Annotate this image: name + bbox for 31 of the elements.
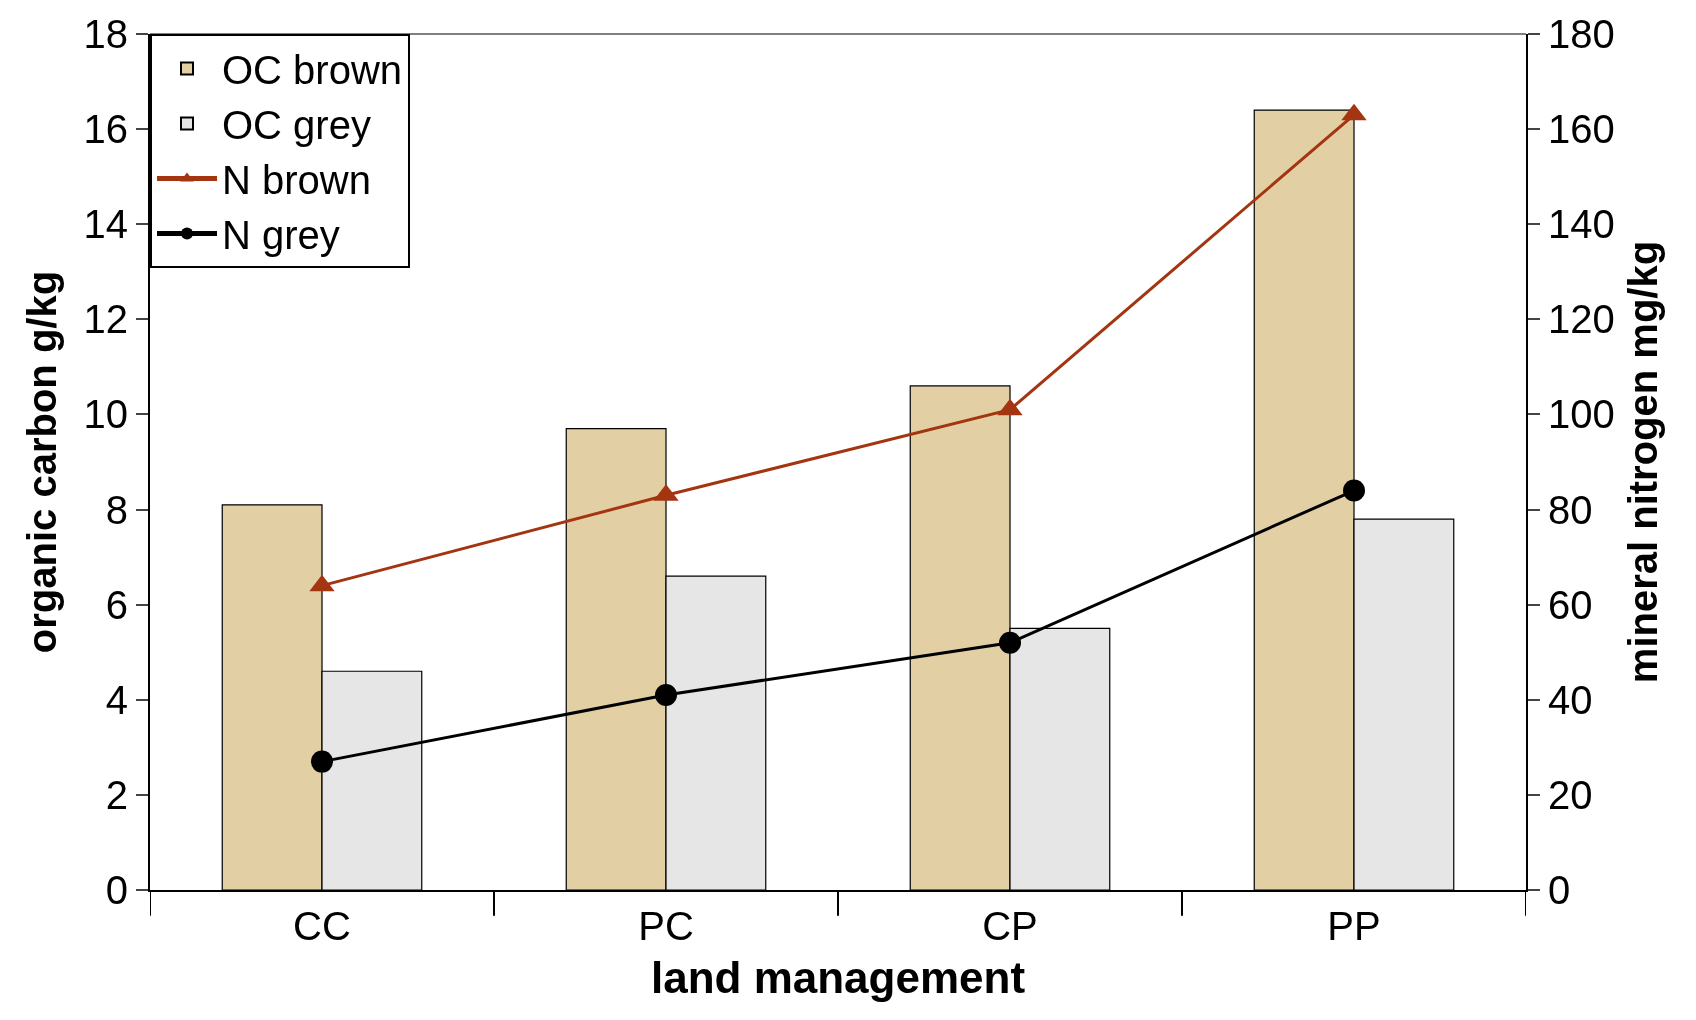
x-axis-title: land management [650,952,1026,1002]
y2-tick-label: 160 [1548,107,1615,152]
y2-tick-label: 0 [1548,868,1571,912]
y-tick-label: 2 [105,772,128,817]
x-tick-label: PP [1327,904,1381,948]
y2-tick-label: 80 [1548,487,1593,532]
legend-label: N grey [222,213,340,258]
y2-tick-label: 40 [1548,677,1593,722]
x-tick-label: CC [293,904,351,948]
y-tick-label: 12 [83,297,128,342]
y2-tick-label: 120 [1548,297,1615,342]
legend-label: OC brown [222,48,403,93]
y-tick-label: 8 [105,487,128,532]
y2-tick-label: 100 [1548,392,1615,437]
y2-axis-title: mineral nitrogen mg/kg [1620,240,1665,684]
legend-label: N brown [222,158,371,203]
y-tick-label: 0 [105,868,128,912]
y2-tick-label: 20 [1548,772,1593,817]
y-axis-title: organic carbon g/kg [19,270,64,654]
y-tick-label: 16 [83,107,128,152]
y2-tick-label: 140 [1548,202,1615,247]
legend-label: OC grey [222,103,371,148]
y-tick-label: 4 [105,677,128,722]
x-tick-label: CP [982,904,1038,948]
x-tick-label: PC [638,904,694,948]
y-tick-label: 6 [105,582,128,627]
y-tick-label: 14 [83,202,128,247]
y2-tick-label: 60 [1548,582,1593,627]
y-tick-label: 18 [83,12,128,56]
y2-tick-label: 180 [1548,12,1615,56]
y-tick-label: 10 [83,392,128,437]
